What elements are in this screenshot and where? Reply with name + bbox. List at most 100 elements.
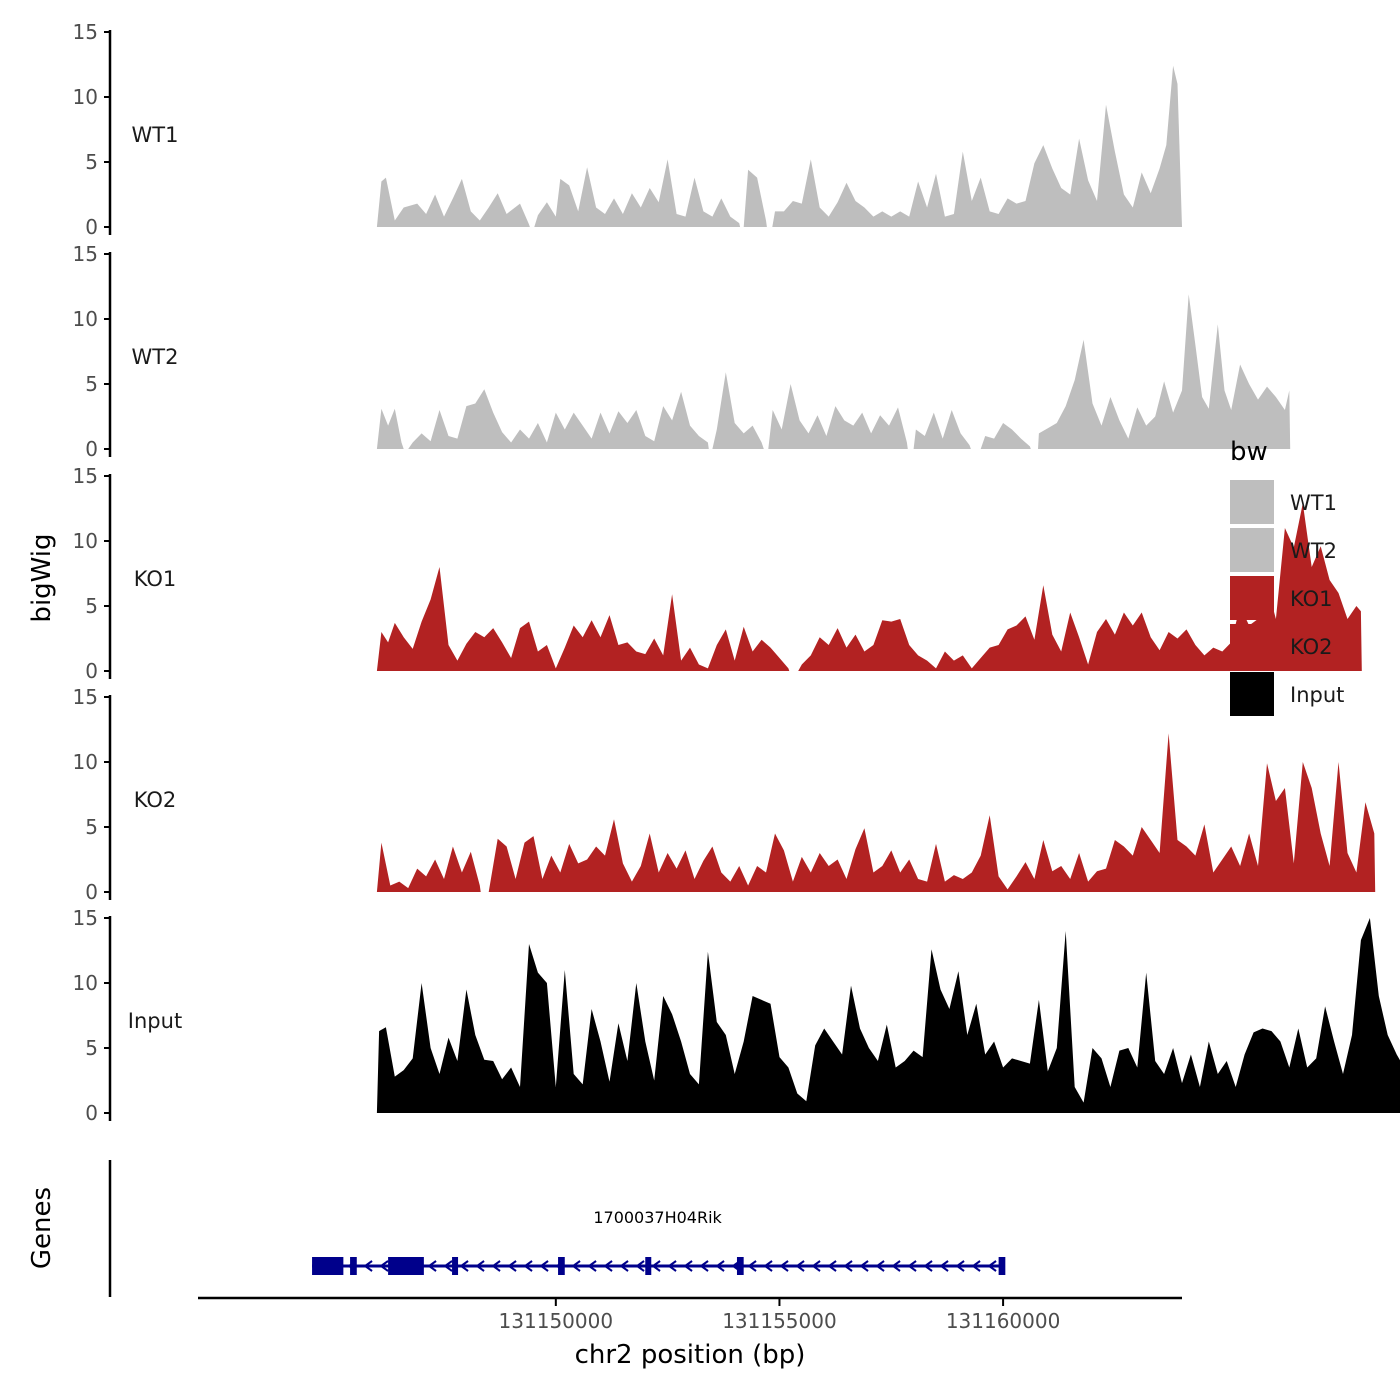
track-wt2: 0 5 10 15 WT2	[73, 242, 1291, 461]
legend-item-wt1: WT1	[1230, 480, 1337, 524]
legend-label: WT2	[1290, 539, 1337, 563]
gene-exons	[312, 1257, 1006, 1275]
gene-exon	[736, 1257, 744, 1275]
strand-arrow	[891, 1260, 901, 1272]
genes-axis-title: Genes	[27, 1187, 57, 1269]
legend-item-ko2: KO2	[1230, 624, 1333, 668]
x-tick-label: 131150000	[499, 1309, 614, 1333]
strand-arrow	[747, 1260, 757, 1272]
strand-arrow	[875, 1260, 885, 1272]
y-axis-title: bigWig	[27, 533, 57, 622]
legend-swatch	[1230, 528, 1274, 572]
legend-label: Input	[1290, 683, 1344, 707]
strand-arrow	[651, 1260, 661, 1272]
strand-arrow	[859, 1260, 869, 1272]
legend-label: KO1	[1290, 587, 1333, 611]
y-tick-label: 15	[73, 20, 98, 44]
strand-arrow	[363, 1260, 373, 1272]
gene-exon	[388, 1257, 424, 1275]
track-area-ko1	[376, 503, 1362, 671]
y-tick-label: 5	[85, 150, 98, 174]
gene-exon	[452, 1257, 459, 1275]
strand-arrow	[811, 1260, 821, 1272]
strand-arrow	[699, 1260, 709, 1272]
legend-label: WT1	[1290, 491, 1337, 515]
y-tick-label: 0	[85, 215, 98, 239]
strand-arrow	[603, 1260, 613, 1272]
tracks-layer: 0 5 10 15 WT1 0 5 10 15 WT2 0 5 10 15 KO1 0 5 10 15 KO2 0 5 10…	[73, 20, 1400, 1125]
strand-arrow	[939, 1260, 949, 1272]
strand-arrow	[507, 1260, 517, 1272]
strand-arrow	[475, 1260, 485, 1272]
y-tick-label: 10	[73, 307, 98, 331]
y-tick-label: 10	[73, 85, 98, 109]
strand-arrow	[571, 1260, 581, 1272]
y-tick-label: 15	[73, 464, 98, 488]
strand-arrow	[619, 1260, 629, 1272]
gene-exon	[312, 1257, 344, 1275]
track-area-ko2	[376, 733, 1376, 892]
y-tick-label: 10	[73, 529, 98, 553]
gene-exon	[558, 1257, 565, 1275]
track-area-wt1	[376, 65, 1182, 227]
legend-title: bw	[1230, 437, 1268, 467]
x-tick-label: 131160000	[946, 1309, 1061, 1333]
y-tick-label: 5	[85, 1036, 98, 1060]
y-tick-label: 15	[73, 685, 98, 709]
legend-swatch	[1230, 576, 1274, 620]
y-tick-label: 0	[85, 880, 98, 904]
strand-arrow	[843, 1260, 853, 1272]
strand-arrow	[923, 1260, 933, 1272]
strand-arrow	[955, 1260, 965, 1272]
track-ko1: 0 5 10 15 KO1	[73, 464, 1362, 683]
legend: bw WT1 WT2 KO1 KO2 Input	[1230, 437, 1344, 716]
strand-arrow	[763, 1260, 773, 1272]
track-label: WT2	[132, 345, 179, 369]
strand-arrow	[907, 1260, 917, 1272]
gene-exon	[998, 1257, 1006, 1275]
legend-swatch	[1230, 624, 1274, 668]
x-ticks: 131150000 131155000 131160000	[499, 1298, 1061, 1333]
legend-label: KO2	[1290, 635, 1333, 659]
strand-arrow	[827, 1260, 837, 1272]
y-tick-label: 0	[85, 1101, 98, 1125]
strand-arrow	[379, 1260, 389, 1272]
y-tick-label: 10	[73, 971, 98, 995]
x-tick-label: 131155000	[722, 1309, 837, 1333]
strand-arrow	[987, 1260, 997, 1272]
gene-panel: Genes 1700037H04Rik	[27, 1160, 1006, 1297]
track-input: 0 5 10 15 Input	[73, 906, 1400, 1125]
track-area-input	[376, 918, 1400, 1113]
track-wt1: 0 5 10 15 WT1	[73, 20, 1182, 239]
strand-arrow	[587, 1260, 597, 1272]
strand-arrow	[683, 1260, 693, 1272]
strand-arrow	[427, 1260, 437, 1272]
gene-exon	[350, 1257, 357, 1275]
track-label: WT1	[132, 123, 179, 147]
y-tick-label: 15	[73, 242, 98, 266]
legend-swatch	[1230, 480, 1274, 524]
gene-exon	[645, 1257, 652, 1275]
legend-items: WT1 WT2 KO1 KO2 Input	[1230, 480, 1344, 716]
track-ko2: 0 5 10 15 KO2	[73, 685, 1376, 904]
track-label: Input	[128, 1009, 182, 1033]
strand-arrow	[971, 1260, 981, 1272]
strand-arrow	[491, 1260, 501, 1272]
y-tick-label: 0	[85, 659, 98, 683]
strand-arrow	[667, 1260, 677, 1272]
legend-item-ko1: KO1	[1230, 576, 1333, 620]
strand-arrow	[539, 1260, 549, 1272]
y-tick-label: 10	[73, 750, 98, 774]
y-tick-label: 5	[85, 372, 98, 396]
strand-arrow	[459, 1260, 469, 1272]
strand-arrow	[523, 1260, 533, 1272]
strand-arrow	[715, 1260, 725, 1272]
x-axis-title: chr2 position (bp)	[575, 1340, 806, 1370]
strand-arrow	[779, 1260, 789, 1272]
legend-item-input: Input	[1230, 672, 1344, 716]
y-tick-label: 5	[85, 815, 98, 839]
track-label: KO2	[134, 788, 177, 812]
y-tick-label: 0	[85, 437, 98, 461]
strand-arrow	[635, 1260, 645, 1272]
